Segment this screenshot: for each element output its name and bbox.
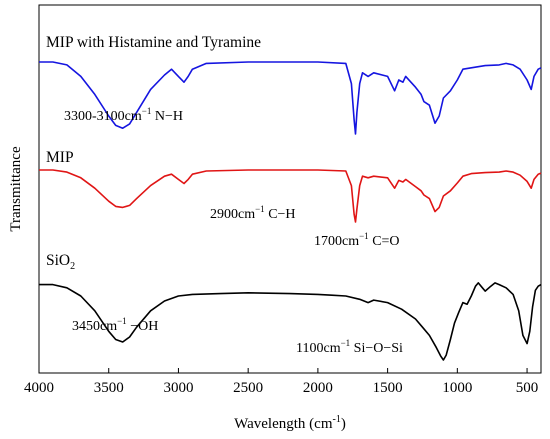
series-line-2 — [39, 282, 542, 361]
x-tick-label: 1000 — [442, 380, 472, 396]
x-tick-label: 500 — [516, 380, 539, 396]
y-axis-label: Transmittance — [8, 146, 24, 232]
x-tick-label: 3500 — [94, 380, 124, 396]
x-tick-label: 2000 — [303, 380, 333, 396]
series-label-mip: MIP — [46, 149, 74, 166]
x-tick-label: 1500 — [373, 380, 403, 396]
x-axis-ticks: 4000 3500 3000 2500 2000 1500 1000 500 — [24, 368, 538, 396]
x-tick-label: 4000 — [24, 380, 54, 396]
x-tick-label: 3000 — [163, 380, 193, 396]
x-tick-label: 2500 — [233, 380, 263, 396]
annotation-oh: 3450cm−1 −OH — [72, 316, 158, 334]
annotation-si: 1100cm−1 Si−O−Si — [296, 338, 403, 356]
annotation-co: 1700cm−1 C=O — [314, 231, 400, 249]
series-group — [39, 61, 542, 361]
series-label-mip-ht: MIP with Histamine and Tyramine — [46, 34, 261, 51]
series-line-0 — [39, 61, 542, 135]
annotation-ch: 2900cm−1 C−H — [210, 204, 296, 222]
annotation-nh: 3300-3100cm−1 N−H — [64, 106, 183, 124]
series-label-sio2: SiO2 — [46, 252, 75, 272]
x-axis-label: Wavelength (cm-1) — [234, 414, 346, 432]
plot-frame — [38, 4, 542, 374]
series-line-1 — [39, 169, 542, 223]
